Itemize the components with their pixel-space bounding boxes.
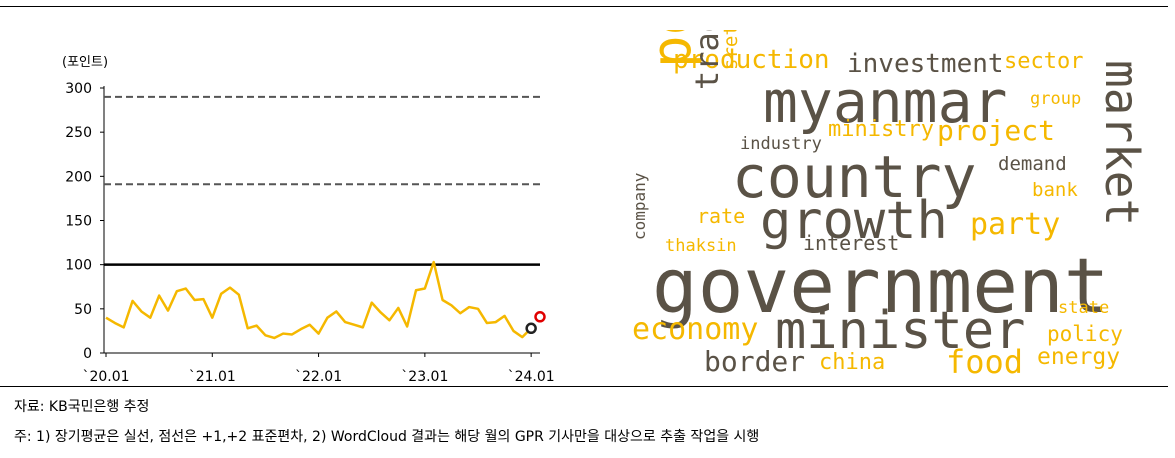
end-point-marker <box>525 322 537 335</box>
y-tick-label: 0 <box>83 346 92 362</box>
word-srettha: srettha <box>720 30 742 70</box>
word-energy: energy <box>1037 344 1120 370</box>
y-tick-label: 300 <box>65 81 92 97</box>
word-growth: growth <box>760 191 948 251</box>
x-tick-label: `24.01 <box>508 369 555 385</box>
word-sector: sector <box>1004 49 1083 74</box>
end-point-marker <box>534 311 546 323</box>
word-myanmar: myanmar <box>763 68 1007 136</box>
gpr-series-line <box>105 260 533 340</box>
word-industry: industry <box>740 134 822 154</box>
word-china: china <box>819 350 885 375</box>
y-tick-label: 100 <box>65 258 92 274</box>
y-axis-unit-label: (포인트) <box>62 55 108 70</box>
word-food: food <box>946 343 1023 381</box>
word-project: project <box>937 114 1055 147</box>
y-tick-label: 250 <box>65 125 92 141</box>
y-tick-label: 50 <box>74 302 92 318</box>
x-tick-label: `21.01 <box>189 369 236 385</box>
x-tick-label: `23.01 <box>401 369 448 385</box>
word-border: border <box>704 345 805 378</box>
y-tick-label: 150 <box>65 214 92 230</box>
gpr-line-chart: (포인트) 0 50 100 150 200 250 300 `20.01 `21.01 `22.… <box>62 55 555 385</box>
word-bank: bank <box>1032 179 1078 201</box>
word-ministry: ministry <box>828 117 934 142</box>
word-economy: economy <box>632 312 758 347</box>
x-tick-label: `22.01 <box>295 369 342 385</box>
word-interest: interest <box>803 231 899 255</box>
word-policy: policy <box>1047 322 1123 346</box>
y-tick-label: 200 <box>65 169 92 185</box>
source-note: 자료: KB국민은행 추정 <box>14 399 150 415</box>
word-company: company <box>630 172 649 240</box>
footnote: 주: 1) 장기평균은 실선, 점선은 +1,+2 표준편차, 2) WordC… <box>14 429 760 445</box>
x-tick-label: `20.01 <box>82 369 129 385</box>
top-rule <box>0 6 1168 7</box>
word-thaksin: thaksin <box>665 236 737 256</box>
word-market: market <box>1095 60 1149 226</box>
word-government: government <box>652 241 1110 330</box>
word-production: production <box>673 45 830 75</box>
word-group: group <box>1030 89 1081 109</box>
word-investment: investment <box>847 49 1004 79</box>
word-trade: trade <box>688 30 726 90</box>
word-minister: minister <box>775 301 1025 361</box>
word-party: party <box>970 207 1060 242</box>
word-country: country <box>732 143 976 211</box>
word-power: power <box>640 30 703 68</box>
bottom-rule <box>0 386 1168 387</box>
word-rate: rate <box>697 204 745 228</box>
word-state: state <box>1058 298 1109 318</box>
word-demand: demand <box>998 153 1067 175</box>
